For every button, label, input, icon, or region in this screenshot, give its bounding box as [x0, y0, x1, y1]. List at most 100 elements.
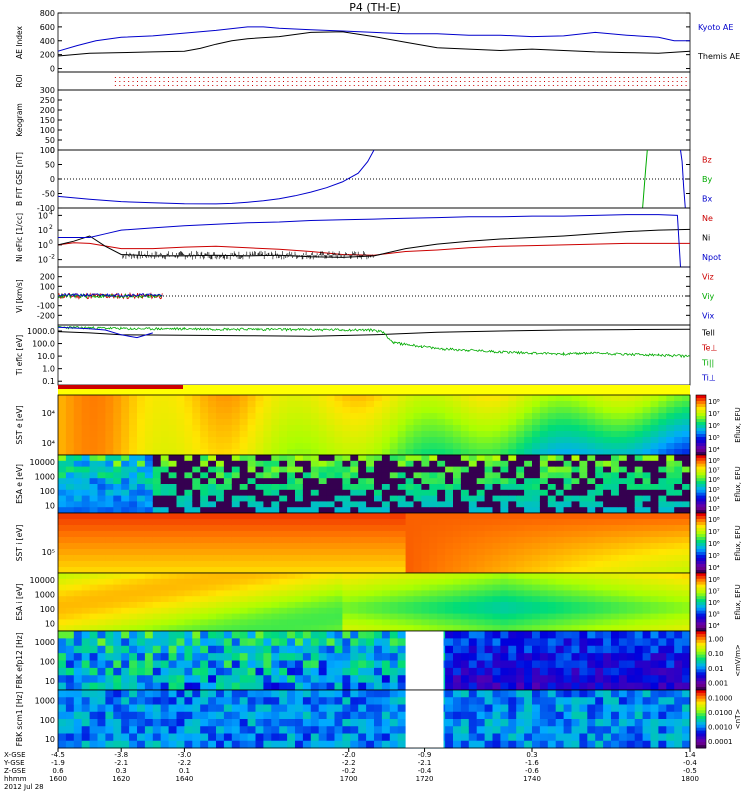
- roi-point: [513, 81, 515, 82]
- esa_i-cell: [318, 619, 328, 626]
- fbk_e-cell: [295, 660, 304, 669]
- sst_i-cell: [650, 525, 659, 532]
- sst_i-cell: [176, 567, 185, 574]
- esa_e-cell: [271, 501, 280, 508]
- esa_e-cell: [184, 460, 193, 468]
- fbk_e-cell: [334, 660, 343, 669]
- esa_i-cell: [287, 573, 296, 580]
- esa_i-cell: [73, 596, 83, 603]
- esa_i-cell: [484, 573, 493, 580]
- fbk_e-cell: [192, 638, 201, 647]
- esa_i-cell: [445, 613, 454, 620]
- esa_e-cell: [381, 507, 391, 514]
- sst_e-cell: [476, 407, 486, 414]
- roi-point: [402, 81, 404, 82]
- esa_e-cell: [144, 466, 154, 473]
- sst_i-cell: [318, 561, 328, 568]
- esa_e-cell: [555, 507, 565, 514]
- sst_e-cell: [603, 395, 612, 402]
- sst_i-cell: [595, 549, 604, 556]
- sst_i-cell: [247, 567, 256, 574]
- fbk_b-cell: [81, 740, 91, 749]
- esa_i-cell: [192, 607, 201, 615]
- fbk_e-tick-label: 10: [45, 677, 55, 686]
- fbk_e-cell: [326, 660, 335, 669]
- esa_e-cell: [500, 484, 509, 491]
- roi-point: [340, 77, 342, 78]
- sst_i-cell: [626, 519, 636, 526]
- esa_i-cell: [579, 619, 588, 626]
- fbk_e-cell: [310, 631, 320, 639]
- fbk_e-cell: [397, 631, 407, 639]
- sst_i-cell: [595, 555, 604, 562]
- esa_e-cell: [223, 460, 233, 468]
- esa_e-cell: [492, 455, 501, 462]
- fbk_e-cell: [618, 667, 628, 676]
- sst_e-tick-label: 10⁴: [42, 439, 55, 448]
- sst_e-cell: [642, 431, 651, 438]
- fbk_e-cell: [358, 645, 367, 654]
- esa_i-cell: [216, 613, 225, 620]
- fbk_b-cell: [223, 690, 233, 698]
- sst_e-cell: [302, 425, 312, 432]
- esa_i-cell: [603, 607, 612, 615]
- roi-point: [194, 81, 196, 82]
- density-tick-label: 10: [38, 241, 48, 250]
- esa_e-cell: [445, 501, 454, 508]
- esa_e-cell: [634, 507, 644, 514]
- esa_e-cell: [73, 501, 83, 508]
- sst_e-cell: [342, 443, 351, 450]
- sst_i-cell: [216, 549, 225, 556]
- sst_e-cell: [626, 449, 636, 456]
- sst_e-cell: [144, 443, 154, 450]
- sst_e-cell: [437, 407, 446, 414]
- fbk_e-cell: [532, 660, 541, 669]
- esa_i-cell: [516, 625, 525, 632]
- esa_e-cell: [105, 495, 114, 502]
- esa_e-cell: [318, 507, 328, 514]
- esa_e-cell: [73, 472, 83, 479]
- sst_i-cell: [73, 549, 83, 556]
- sst_e-cell: [658, 449, 667, 456]
- esa_i-cell: [453, 584, 462, 591]
- fbk_e-cell: [381, 645, 391, 654]
- sst_e-cell: [176, 419, 185, 426]
- esa_i-cell: [121, 602, 130, 609]
- sst_i-cell: [208, 561, 217, 568]
- fbk_b-cell: [326, 697, 335, 705]
- esa_e-cell: [563, 484, 572, 491]
- esa_i-cell: [532, 607, 541, 615]
- esa_i-cell: [405, 607, 414, 615]
- esa_e-cell: [397, 507, 407, 514]
- esa_i-cell: [176, 602, 185, 609]
- esa_e-cell: [484, 466, 493, 473]
- fbk_e-cell: [97, 645, 106, 654]
- esa_e-cell: [405, 484, 414, 491]
- sst_i-ylabel: SST i [eV]: [15, 525, 24, 562]
- esa_e-cell: [318, 472, 328, 479]
- sst_i-colorbar-swatch: [696, 549, 706, 553]
- esa_i-cell: [587, 590, 596, 597]
- esa_i-cell: [168, 602, 177, 609]
- sst_i-cell: [381, 513, 391, 520]
- fbk_e-cell: [247, 653, 256, 662]
- sst_e-cell: [208, 443, 217, 450]
- sst_e-cell: [476, 431, 486, 438]
- sst_e-cell: [634, 413, 644, 420]
- sst_e-cell: [500, 449, 509, 456]
- sst_i-cell: [516, 525, 525, 532]
- sst_e-cell: [532, 449, 541, 456]
- sst_e-cell: [326, 419, 335, 426]
- fbk_b-cell: [137, 726, 146, 734]
- fbk_e-cell: [547, 675, 557, 684]
- esa_e-cell: [445, 472, 454, 479]
- roi-point: [619, 85, 621, 86]
- esa_e-cell: [121, 495, 130, 502]
- roi-point: [225, 85, 227, 86]
- esa_e-cell: [650, 484, 659, 491]
- esa_e-cell: [318, 455, 328, 462]
- esa_i-cell: [192, 584, 201, 591]
- esa_i-cell: [255, 613, 264, 620]
- sst_i-cell: [58, 561, 67, 568]
- sst_i-cell: [358, 519, 367, 526]
